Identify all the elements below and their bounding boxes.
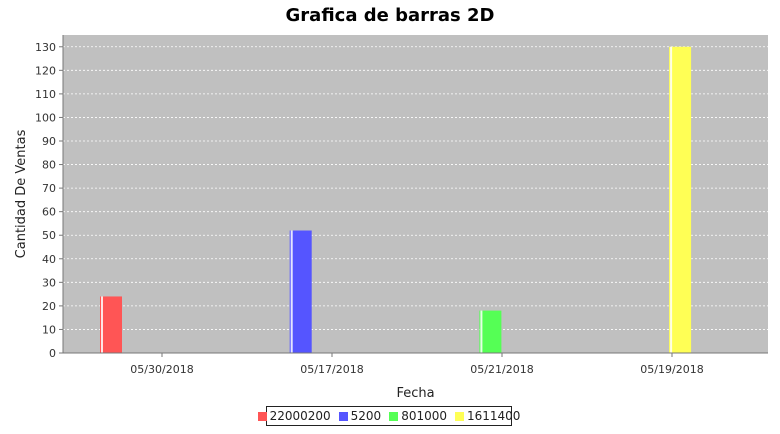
legend-label: 801000 [401,409,447,423]
bars [100,46,692,354]
y-tick-label: 90 [42,135,56,148]
x-tick-label: 05/21/2018 [470,363,533,376]
bar-highlight [101,296,103,353]
x-axis-label: Fecha [396,386,434,401]
bar [100,296,122,353]
legend-label: 22000200 [269,409,331,423]
legend: 22000200 5200 801000 1611400 [257,406,520,426]
y-tick-label: 60 [42,206,56,219]
legend-item: 22000200 [257,409,331,423]
x-tick-label: 05/17/2018 [300,363,363,376]
gridlines [63,46,768,330]
plot-area [63,35,768,353]
legend-swatch [455,411,464,421]
y-tick-label: 80 [42,159,56,172]
legend-swatch [389,411,399,421]
y-tick-label: 0 [49,347,56,360]
y-tick-label: 100 [35,111,56,124]
y-axis-label: Cantidad De Ventas [14,129,29,258]
y-tick-label: 30 [42,276,56,289]
bar [289,230,312,353]
x-tick-label: 05/30/2018 [130,363,193,376]
legend-item: 5200 [338,409,382,423]
y-tick-label: 120 [35,64,56,77]
y-tick-label: 110 [35,88,56,101]
axes: 0 10 20 30 40 50 60 70 80 90 100 110 120 130 05/30/201… [35,35,768,376]
legend-item: 1611400 [455,409,520,423]
y-tick-label: 70 [42,182,56,195]
y-tick-label: 20 [42,300,56,313]
bar-highlight [480,310,483,353]
y-tick-label: 50 [42,229,56,242]
y-tick-label: 40 [42,253,56,266]
legend-item: 801000 [389,409,447,423]
legend-label: 5200 [350,409,382,423]
y-tick-label: 130 [35,41,56,54]
bar [479,310,502,353]
legend-swatch [257,411,267,421]
x-tick-label: 05/19/2018 [640,363,703,376]
bar-highlight [670,46,673,354]
bar-highlight [290,230,293,353]
chart-title: Grafica de barras 2D [286,5,495,26]
bar [669,46,692,354]
legend-swatch [338,411,348,421]
y-tick-label: 10 [42,323,56,336]
legend-label: 1611400 [467,409,521,423]
